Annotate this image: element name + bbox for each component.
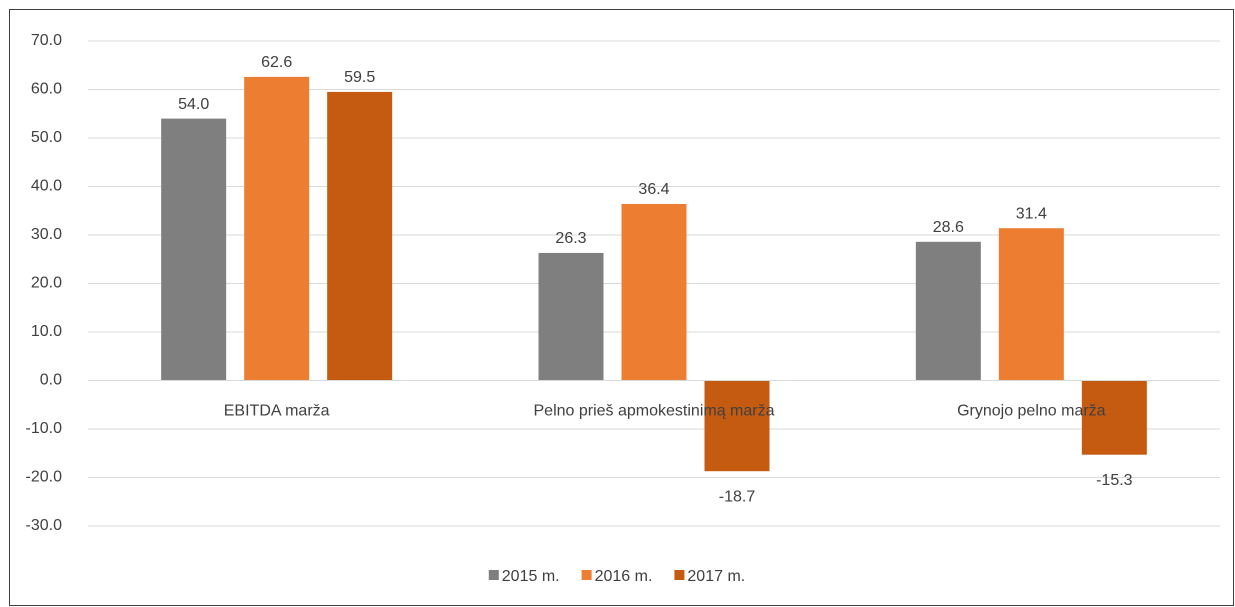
y-tick-label: 10.0 (31, 323, 62, 340)
data-label: 36.4 (638, 181, 669, 198)
y-tick-label: -30.0 (26, 517, 63, 534)
data-label: -15.3 (1096, 472, 1133, 489)
y-tick-label: 30.0 (31, 226, 62, 243)
data-label: 28.6 (933, 219, 964, 236)
y-tick-label: -10.0 (26, 420, 63, 437)
y-tick-label: -20.0 (26, 469, 63, 486)
legend-label: 2015 m. (502, 568, 560, 585)
bar (161, 118, 227, 381)
x-tick-label: Pelno prieš apmokestinimą marža (534, 403, 775, 420)
legend-swatch (488, 570, 499, 580)
data-label: 62.6 (261, 54, 292, 71)
data-label: 26.3 (555, 230, 586, 247)
bar (704, 380, 770, 472)
y-tick-label: 20.0 (31, 275, 62, 292)
y-tick-label: 50.0 (31, 129, 62, 146)
legend-label: 2017 m. (687, 568, 745, 585)
bar (1081, 380, 1147, 455)
x-tick-label: Grynojo pelno marža (957, 403, 1106, 420)
legend-swatch (581, 570, 592, 580)
bar (244, 76, 310, 381)
bar (327, 91, 393, 381)
data-label: 59.5 (344, 69, 375, 86)
y-tick-label: 40.0 (31, 178, 62, 195)
x-tick-label: EBITDA marža (224, 403, 330, 420)
legend-label: 2016 m. (595, 568, 653, 585)
bar (538, 252, 604, 381)
legend-swatch (674, 570, 685, 580)
y-tick-label: 60.0 (31, 81, 62, 98)
bar (998, 228, 1064, 381)
bar (621, 203, 687, 381)
y-tick-label: 70.0 (31, 32, 62, 49)
bar (915, 241, 981, 381)
data-label: 54.0 (178, 96, 209, 113)
data-label: 31.4 (1016, 205, 1047, 222)
data-label: -18.7 (719, 488, 756, 505)
y-tick-label: 0.0 (40, 372, 62, 389)
